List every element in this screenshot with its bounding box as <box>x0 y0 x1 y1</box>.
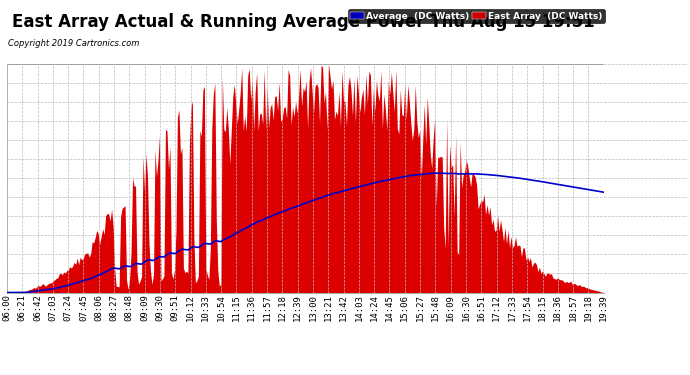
Legend: Average  (DC Watts), East Array  (DC Watts): Average (DC Watts), East Array (DC Watts… <box>348 9 605 23</box>
Text: East Array Actual & Running Average Power Thu Aug 15 19:51: East Array Actual & Running Average Powe… <box>12 13 595 31</box>
Text: Copyright 2019 Cartronics.com: Copyright 2019 Cartronics.com <box>8 39 139 48</box>
